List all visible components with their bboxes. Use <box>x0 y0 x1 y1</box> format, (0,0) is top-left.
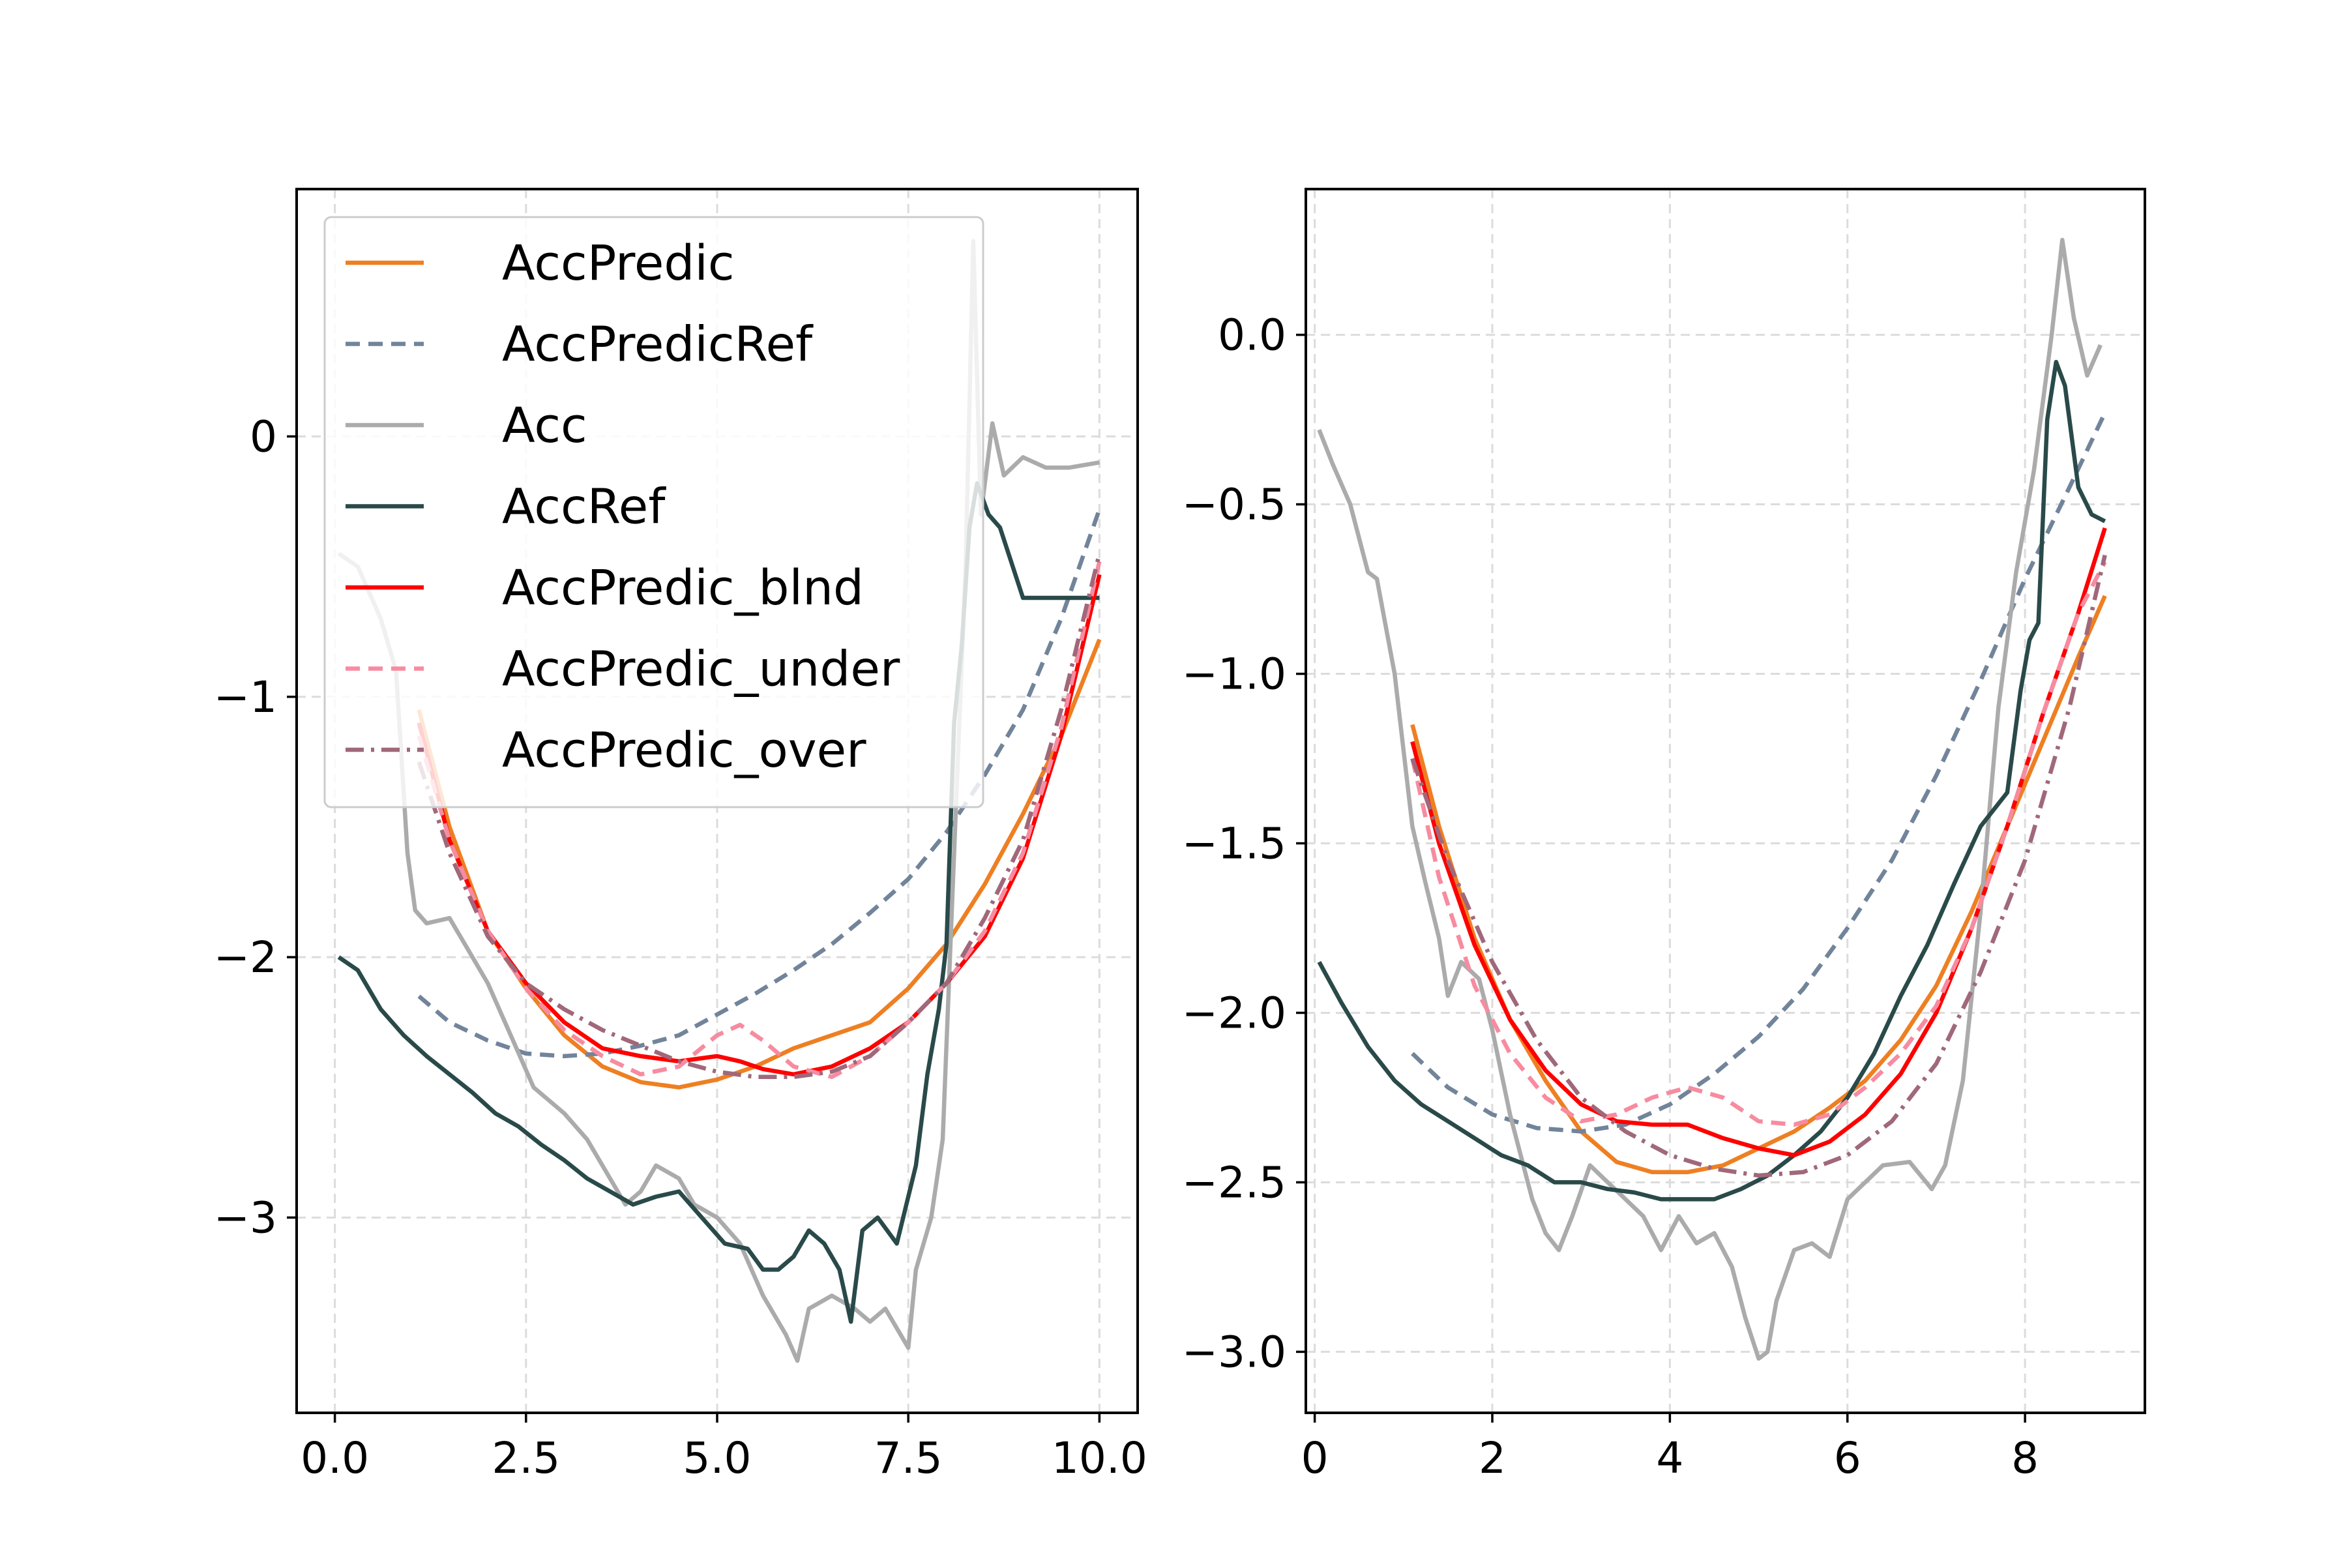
legend-label: Acc <box>502 398 587 454</box>
series-line-accpredicref <box>1411 411 2107 1134</box>
x-tick-label: 2.5 <box>492 1433 560 1483</box>
x-tick-label: 8 <box>2011 1433 2039 1483</box>
series-line-accref <box>1317 359 2106 1202</box>
y-tick-label: −2 <box>214 932 277 983</box>
chart-panel-2: 0 2 4 6 8 0.0 −0.5 −1.0 −1.5 −2.0 −2.5 −3.0 <box>1182 188 2146 1483</box>
series-line-accpredic-over <box>1410 554 2107 1178</box>
y-tick-label: −2.0 <box>1182 988 1286 1038</box>
x-tick-label: 4 <box>1656 1433 1683 1483</box>
series-line-accpredic-under <box>417 561 1102 1080</box>
series-group <box>1317 237 2107 1361</box>
series-line-accpredicref <box>417 509 1102 1059</box>
x-tick-label: 0.0 <box>301 1433 369 1483</box>
y-tick-label: −0.5 <box>1182 480 1286 530</box>
plot-frame <box>1305 188 2146 1414</box>
x-tick-label: 5.0 <box>683 1433 752 1483</box>
legend-label: AccPredic_blnd <box>502 560 864 616</box>
y-tick-label: 0 <box>250 411 277 462</box>
y-tick-label: −1.0 <box>1182 649 1286 700</box>
y-tick-label: 0.0 <box>1218 310 1286 361</box>
x-tick-label: 0 <box>1301 1433 1329 1483</box>
legend-box <box>323 216 984 808</box>
series-line-accpredic-under <box>1410 561 2107 1127</box>
series-line-accpredic-over <box>417 553 1102 1080</box>
legend-label: AccPredic_under <box>502 642 900 698</box>
x-tick-label: 10.0 <box>1052 1433 1147 1483</box>
legend-label: AccPredic <box>502 235 735 291</box>
x-tick-label: 6 <box>1834 1433 1861 1483</box>
y-tick-label: −3.0 <box>1182 1327 1286 1377</box>
series-line-acc <box>1317 237 2103 1361</box>
legend-label: AccPredicRef <box>502 317 814 373</box>
legend-label: AccPredic_over <box>502 722 866 778</box>
x-tick-label: 2 <box>1479 1433 1506 1483</box>
chart-panel-1: 0.0 2.5 5.0 7.5 10.00−1−2−3AccPredicAccPredi… <box>214 188 1147 1483</box>
legend-label: AccRef <box>502 479 666 535</box>
x-tick-label: 7.5 <box>874 1433 943 1483</box>
y-tick-label: −1 <box>214 672 277 722</box>
y-tick-label: −1.5 <box>1182 818 1286 868</box>
y-tick-label: −3 <box>214 1192 277 1243</box>
legend: AccPredic AccPredicRef Acc AccRef AccPredic_… <box>323 216 984 808</box>
y-tick-label: −2.5 <box>1182 1157 1286 1207</box>
